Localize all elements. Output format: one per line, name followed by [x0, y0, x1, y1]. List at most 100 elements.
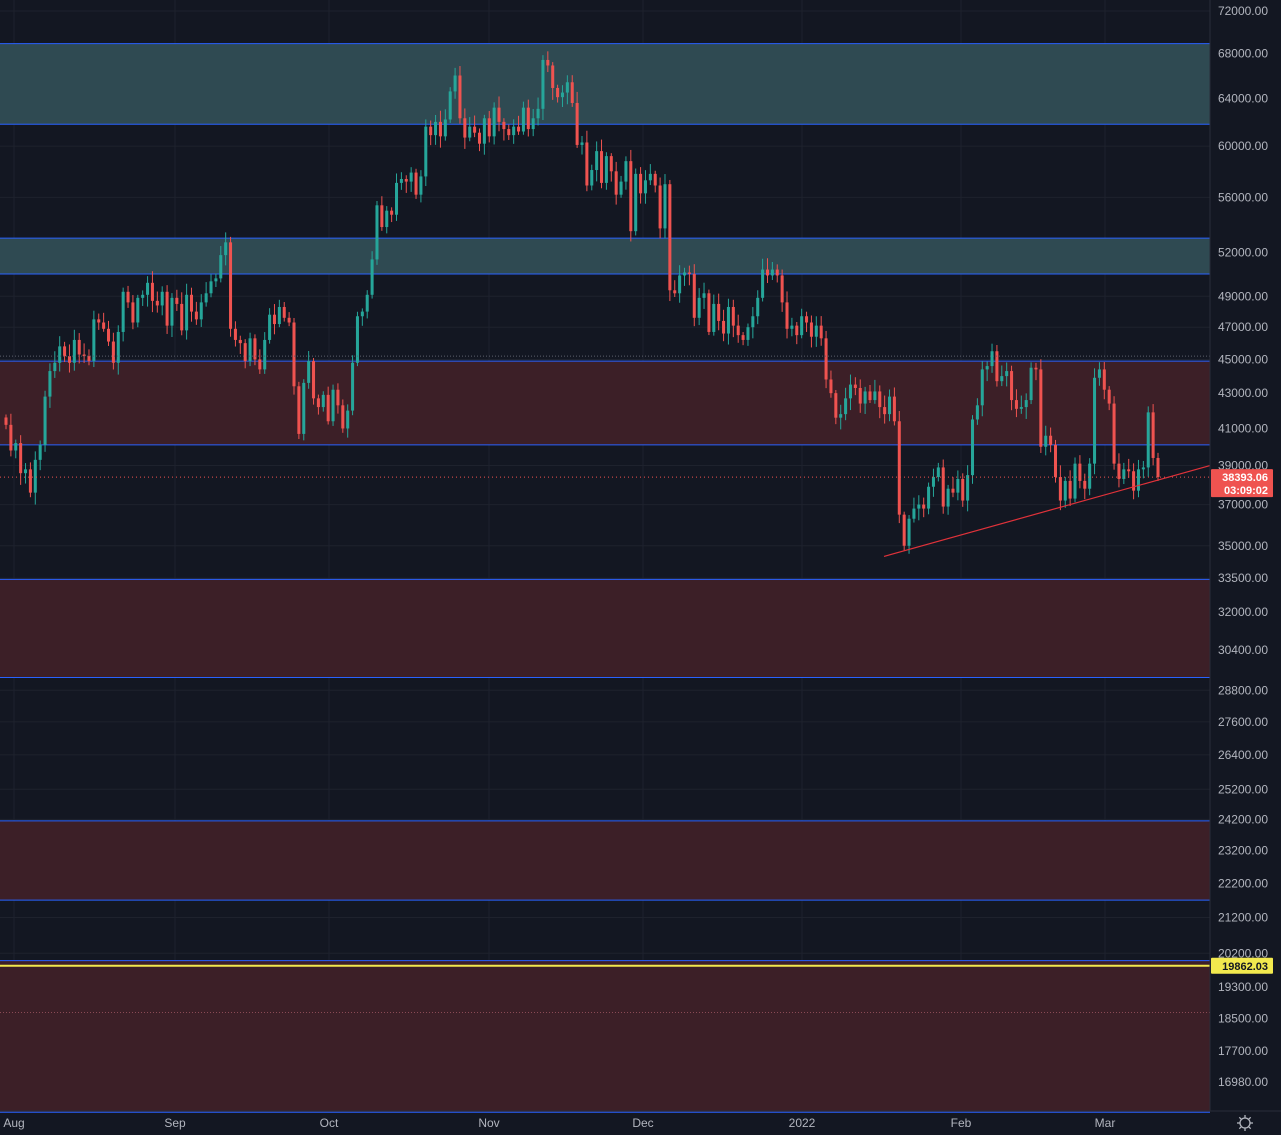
- candle-body: [146, 282, 150, 295]
- price-tick-label: 32000.00: [1218, 605, 1268, 619]
- candle-body: [155, 300, 159, 306]
- candle-body: [297, 386, 301, 434]
- price-tick-label: 68000.00: [1218, 46, 1268, 60]
- candle-body: [429, 126, 433, 136]
- candle-body: [4, 417, 8, 425]
- candle-body: [199, 302, 203, 320]
- candle-body: [448, 91, 452, 120]
- candle-body: [160, 291, 164, 306]
- candle-body: [985, 366, 989, 370]
- candle-body: [1146, 412, 1150, 468]
- price-axis: 72000.00 68000.00 64000.00 60000.00 56000.00…: [1218, 4, 1268, 1089]
- time-tick-label: Aug: [3, 1116, 24, 1130]
- candle-body: [180, 303, 184, 331]
- candle-body: [341, 405, 345, 429]
- candle-body: [1107, 389, 1111, 404]
- level-badge: [1211, 957, 1273, 974]
- candle-body: [1093, 377, 1097, 464]
- candle-body: [907, 518, 911, 546]
- candle-body: [370, 259, 374, 295]
- candle-body: [492, 107, 496, 137]
- candle-body: [888, 396, 892, 415]
- chart-overlays: [0, 355, 1211, 1013]
- candle-body: [590, 170, 594, 186]
- candle-body: [170, 297, 174, 326]
- candle-body: [717, 303, 721, 321]
- candle-body: [892, 396, 896, 422]
- candle-body: [72, 339, 76, 363]
- candle-body: [1034, 367, 1038, 370]
- trendline: [883, 464, 1211, 558]
- candle-body: [1053, 444, 1058, 478]
- candle-body: [673, 290, 677, 294]
- candle-body: [639, 173, 643, 194]
- settings-gear-icon[interactable]: [1237, 1115, 1253, 1131]
- candle-body: [995, 351, 999, 382]
- candle-body: [1049, 435, 1053, 445]
- candle-body: [580, 142, 584, 145]
- candle-body: [316, 398, 320, 408]
- candle-body: [375, 205, 379, 260]
- price-tick-label: 60000.00: [1218, 139, 1268, 153]
- candle-body: [1068, 480, 1072, 499]
- candle-body: [277, 306, 281, 325]
- candle-body: [609, 156, 613, 172]
- candle-body: [1097, 369, 1101, 378]
- candle-body: [1014, 400, 1018, 409]
- candle-body: [43, 396, 47, 445]
- candle-body: [336, 389, 340, 406]
- candle-body: [19, 443, 23, 474]
- candle-body: [185, 294, 189, 331]
- candle-body: [224, 242, 228, 256]
- candle-body: [819, 325, 823, 339]
- candle-body: [14, 443, 18, 451]
- candle-body: [726, 306, 730, 334]
- candle-body: [165, 291, 169, 326]
- zone-resistance: [0, 238, 1210, 274]
- zone-support: [0, 361, 1210, 445]
- candle-body: [214, 278, 218, 282]
- candle-body: [927, 486, 931, 509]
- candle-body: [780, 275, 784, 303]
- candle-body: [839, 414, 843, 418]
- candle-body: [868, 391, 872, 401]
- price-tick-label: 22200.00: [1218, 876, 1268, 890]
- candle-body: [902, 514, 906, 546]
- candle-body: [1058, 477, 1062, 501]
- candle-body: [702, 293, 706, 298]
- price-axis-panel[interactable]: [1210, 0, 1281, 1111]
- price-tick-label: 33500.00: [1218, 571, 1268, 585]
- candle-body: [917, 504, 921, 509]
- candle-body: [97, 319, 101, 323]
- candle-body: [834, 393, 838, 418]
- candle-body: [805, 316, 809, 323]
- candle-body: [560, 92, 564, 98]
- candle-body: [556, 87, 560, 98]
- candle-body: [302, 382, 306, 434]
- time-tick-label: Dec: [632, 1116, 653, 1130]
- candle-body: [482, 118, 486, 144]
- candlesticks: [4, 51, 1160, 554]
- candle-body: [575, 102, 579, 145]
- price-tick-label: 19300.00: [1218, 980, 1268, 994]
- candle-body: [570, 82, 574, 103]
- candle-body: [624, 161, 628, 182]
- zone-support: [0, 579, 1210, 678]
- candle-body: [775, 269, 779, 276]
- price-tick-label: 21200.00: [1218, 910, 1268, 924]
- candle-body: [785, 302, 789, 329]
- price-tick-label: 24200.00: [1218, 812, 1268, 826]
- price-tick-label: 39000.00: [1218, 459, 1268, 473]
- candle-body: [809, 322, 813, 337]
- candle-body: [629, 161, 633, 232]
- candle-body: [307, 361, 311, 383]
- candle-body: [312, 361, 316, 399]
- candle-body: [38, 444, 42, 460]
- price-tick-label: 47000.00: [1218, 320, 1268, 334]
- candle-body: [1073, 463, 1077, 499]
- price-tick-label: 23200.00: [1218, 844, 1268, 858]
- time-tick-label: Oct: [320, 1116, 339, 1130]
- candle-body: [48, 371, 52, 397]
- candle-body: [219, 255, 223, 279]
